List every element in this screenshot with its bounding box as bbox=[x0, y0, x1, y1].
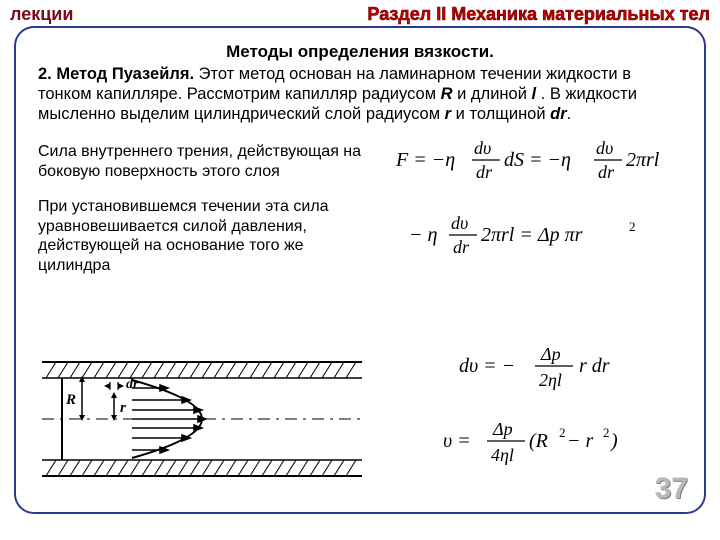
lectures-label: лекции bbox=[10, 4, 73, 25]
svg-text:): ) bbox=[610, 430, 618, 452]
page-number: 37 bbox=[655, 472, 688, 506]
svg-text:(R: (R bbox=[529, 430, 548, 452]
row-friction: Сила внутреннего трения, действующая на … bbox=[38, 134, 682, 189]
svg-text:2: 2 bbox=[629, 219, 636, 234]
capillary-diagram: R r dr bbox=[42, 354, 362, 484]
pressure-text: При установившемся течении эта сила урав… bbox=[38, 197, 378, 275]
svg-text:dr: dr bbox=[598, 162, 615, 182]
svg-text:2: 2 bbox=[603, 425, 610, 440]
formula-velocity: υ = Δp 4ηl (R 2 − r 2 ) bbox=[438, 413, 668, 476]
formula-pressure: − η dυ dr 2πrl = Δp πr 2 bbox=[396, 209, 682, 264]
formula-friction: F = −η dυ dr dS = −η dυ dr 2πrl bbox=[396, 134, 686, 189]
svg-text:dr: dr bbox=[126, 377, 139, 392]
svg-text:2: 2 bbox=[559, 425, 566, 440]
svg-text:Δp: Δp bbox=[492, 419, 513, 439]
svg-text:dr: dr bbox=[453, 237, 470, 257]
svg-text:R: R bbox=[65, 392, 76, 408]
svg-text:dr: dr bbox=[476, 162, 493, 182]
row-pressure: При установившемся течении эта сила урав… bbox=[38, 197, 682, 275]
subtitle: Методы определения вязкости. bbox=[38, 42, 682, 62]
svg-text:− r: − r bbox=[567, 430, 593, 452]
content-panel: Методы определения вязкости. 2. Метод Пу… bbox=[14, 26, 706, 514]
svg-text:r dr: r dr bbox=[579, 355, 610, 377]
intro-paragraph: 2. Метод Пуазейля. Этот метод основан на… bbox=[38, 64, 682, 124]
section-title: Раздел II Механика материальных тел bbox=[367, 4, 710, 25]
formula-column: dυ = − Δp 2ηl r dr υ = Δp 4ηl (R 2 − r 2… bbox=[438, 326, 668, 490]
svg-text:− η: − η bbox=[409, 224, 437, 246]
svg-text:dυ: dυ bbox=[474, 138, 491, 158]
svg-text:dυ = −: dυ = − bbox=[459, 355, 515, 377]
svg-text:dS = −η: dS = −η bbox=[504, 149, 571, 171]
svg-text:υ =: υ = bbox=[443, 430, 471, 452]
friction-text: Сила внутреннего трения, действующая на … bbox=[38, 142, 378, 181]
svg-text:4ηl: 4ηl bbox=[491, 445, 514, 465]
svg-text:2πrl = Δp πr: 2πrl = Δp πr bbox=[481, 224, 583, 246]
svg-text:2ηl: 2ηl bbox=[539, 370, 562, 390]
svg-text:2πrl: 2πrl bbox=[626, 149, 660, 171]
svg-text:dυ: dυ bbox=[451, 213, 468, 233]
svg-text:r: r bbox=[120, 400, 126, 416]
svg-text:Δp: Δp bbox=[540, 344, 561, 364]
svg-text:dυ: dυ bbox=[596, 138, 613, 158]
formula-dv: dυ = − Δp 2ηl r dr bbox=[438, 340, 668, 399]
svg-text:F = −η: F = −η bbox=[396, 149, 455, 171]
